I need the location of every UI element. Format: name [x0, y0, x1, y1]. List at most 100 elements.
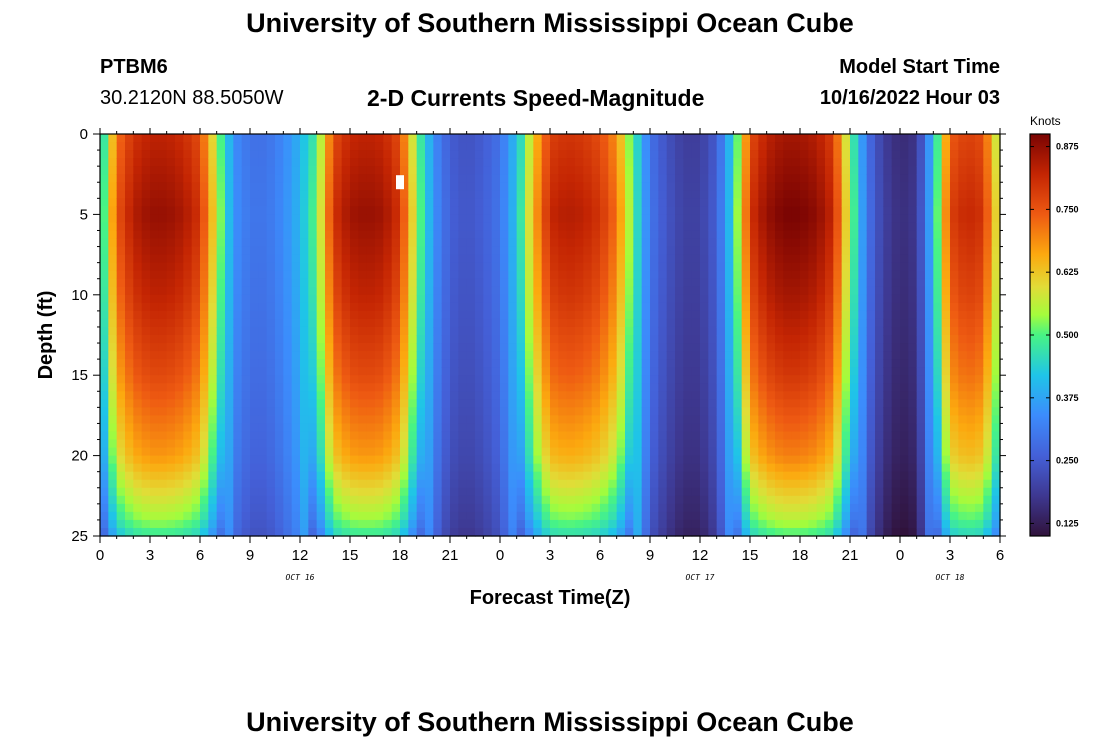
heatmap-cell: [625, 238, 634, 248]
heatmap-cell: [608, 246, 618, 256]
heatmap-cell: [233, 415, 243, 425]
heatmap-cell: [400, 150, 409, 159]
heatmap-cell: [608, 503, 618, 513]
heatmap-cell: [325, 343, 334, 352]
heatmap-cell: [883, 230, 893, 240]
heatmap-cell: [575, 487, 584, 497]
heatmap-cell: [641, 335, 651, 344]
heatmap-cell: [508, 278, 518, 288]
heatmap-cell: [116, 455, 126, 465]
heatmap-cell: [225, 527, 234, 537]
heatmap-cell: [666, 134, 676, 143]
heatmap-cell: [533, 238, 543, 248]
heatmap-cell: [558, 278, 568, 288]
heatmap-cell: [916, 463, 926, 473]
heatmap-cell: [191, 527, 201, 537]
heatmap-cell: [716, 383, 726, 392]
heatmap-cell: [108, 134, 118, 143]
heatmap-cell: [750, 447, 759, 457]
heatmap-cell: [450, 278, 459, 288]
heatmap-cell: [825, 302, 834, 312]
heatmap-cell: [175, 278, 184, 288]
heatmap-cell: [783, 359, 793, 368]
heatmap-cell: [633, 399, 643, 408]
heatmap-cell: [925, 431, 934, 441]
heatmap-cell: [858, 415, 868, 425]
heatmap-cell: [641, 190, 651, 199]
heatmap-cell: [425, 479, 434, 489]
heatmap-cell: [700, 343, 709, 352]
heatmap-cell: [266, 463, 276, 473]
heatmap-cell: [308, 519, 318, 529]
heatmap-cell: [458, 463, 468, 473]
heatmap-cell: [866, 527, 876, 537]
heatmap-cell: [508, 511, 518, 521]
heatmap-cell: [208, 503, 218, 513]
heatmap-cell: [550, 519, 559, 529]
heatmap-cell: [875, 174, 884, 183]
heatmap-cell: [158, 246, 168, 256]
heatmap-cell: [325, 134, 334, 143]
heatmap-cell: [750, 471, 759, 481]
heatmap-cell: [375, 174, 384, 183]
heatmap-cell: [866, 182, 876, 191]
heatmap-cell: [500, 326, 509, 336]
heatmap-cell: [450, 423, 459, 433]
heatmap-cell: [900, 447, 909, 457]
heatmap-cell: [533, 198, 543, 207]
heatmap-cell: [758, 134, 768, 143]
heatmap-cell: [825, 166, 834, 175]
heatmap-cell: [133, 222, 143, 232]
heatmap-cell: [341, 471, 351, 481]
heatmap-cell: [883, 182, 893, 191]
heatmap-cell: [616, 318, 626, 328]
heatmap-cell: [441, 166, 451, 175]
heatmap-cell: [416, 134, 426, 143]
heatmap-cell: [491, 471, 501, 481]
heatmap-cell: [458, 423, 468, 433]
heatmap-cell: [650, 503, 659, 513]
heatmap-cell: [150, 487, 159, 497]
heatmap-cell: [800, 367, 809, 376]
heatmap-cell: [100, 439, 109, 449]
heatmap-cell: [266, 134, 276, 143]
heatmap-cell: [475, 310, 484, 320]
heatmap-cell: [691, 182, 701, 191]
heatmap-cell: [433, 359, 443, 368]
heatmap-cell: [175, 150, 184, 159]
heatmap-cell: [258, 214, 268, 224]
heatmap-cell: [241, 278, 251, 288]
heatmap-cell: [100, 399, 109, 408]
heatmap-cell: [833, 270, 843, 280]
heatmap-cell: [666, 471, 676, 481]
heatmap-cell: [108, 423, 118, 433]
heatmap-cell: [533, 383, 543, 392]
heatmap-cell: [191, 262, 201, 272]
heatmap-cell: [325, 270, 334, 280]
heatmap-cell: [758, 158, 768, 167]
heatmap-cell: [541, 383, 551, 392]
heatmap-cell: [400, 238, 409, 248]
heatmap-cell: [816, 246, 826, 256]
heatmap-cell: [166, 503, 176, 513]
heatmap-cell: [200, 527, 209, 537]
heatmap-cell: [875, 335, 884, 344]
heatmap-cell: [716, 262, 726, 272]
heatmap-cell: [366, 214, 376, 224]
heatmap-cell: [316, 134, 326, 143]
heatmap-cell: [175, 487, 184, 497]
heatmap-cell: [575, 511, 584, 521]
heatmap-cell: [225, 134, 234, 143]
heatmap-cell: [225, 206, 234, 215]
heatmap-cell: [316, 487, 326, 497]
heatmap-cell: [108, 150, 118, 159]
heatmap-cell: [850, 158, 859, 167]
heatmap-cell: [466, 142, 476, 151]
heatmap-cell: [325, 206, 334, 215]
heatmap-cell: [700, 286, 709, 296]
heatmap-cell: [900, 214, 909, 224]
heatmap-cell: [566, 206, 576, 215]
heatmap-cell: [850, 375, 859, 384]
heatmap-cell: [291, 134, 301, 143]
heatmap-cell: [500, 158, 509, 167]
